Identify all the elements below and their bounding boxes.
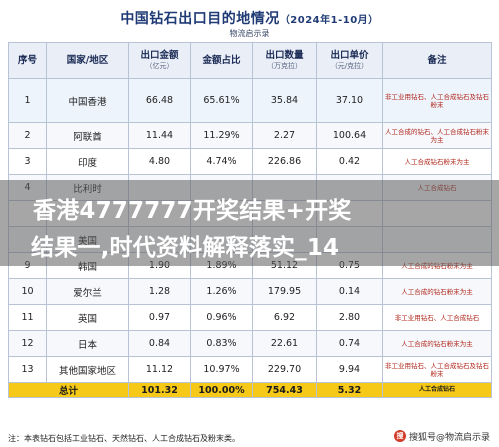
col-header-country: 国家/地区 bbox=[46, 42, 129, 79]
cell-price: 2.80 bbox=[316, 304, 383, 331]
title-text: 中国钻石出口目的地情况 bbox=[120, 11, 280, 27]
cell-share: 4.74% bbox=[190, 148, 253, 175]
cell-share: 10.97% bbox=[190, 356, 253, 383]
col-header-share: 金额占比 bbox=[190, 42, 253, 79]
cell-country: 其他国家地区 bbox=[46, 356, 129, 383]
table-row: 11 英国 0.97 0.96% 6.92 2.80 非工业用钻石、人工合成钻石 bbox=[8, 304, 492, 331]
cell-price: 37.10 bbox=[316, 78, 383, 123]
cell-no: 11 bbox=[8, 304, 47, 331]
cell-qty: 226.86 bbox=[252, 148, 317, 175]
cell-total-label: 总计 bbox=[8, 382, 129, 398]
cell-amount: 11.12 bbox=[128, 356, 191, 383]
cell-no: 1 bbox=[8, 78, 47, 123]
overlay-banner bbox=[0, 180, 499, 266]
cell-country: 阿联酋 bbox=[46, 122, 129, 149]
cell-note: 非工业用钻石、人工合成钻石及钻石粉末 bbox=[382, 356, 492, 383]
table-row: 2 阿联酋 11.44 11.29% 2.27 100.64 人工合成的钻石、人… bbox=[8, 122, 492, 149]
cell-note: 人工合成的钻石、人工合成钻石粉末为主 bbox=[382, 122, 492, 149]
cell-share: 65.61% bbox=[190, 78, 253, 123]
cell-no: 13 bbox=[8, 356, 47, 383]
cell-share: 0.83% bbox=[190, 330, 253, 357]
cell-amount: 0.97 bbox=[128, 304, 191, 331]
col-header-no: 序号 bbox=[8, 42, 47, 79]
cell-no: 3 bbox=[8, 148, 47, 175]
cell-qty: 35.84 bbox=[252, 78, 317, 123]
cell-qty: 2.27 bbox=[252, 122, 317, 149]
banner-headline-line2: 结果一,时代资料解释落实_14 bbox=[31, 235, 340, 261]
cell-total-note: 人工合成钻石 bbox=[382, 382, 492, 398]
cell-price: 9.94 bbox=[316, 356, 383, 383]
watermark: 搜 搜狐号@物流启示录 bbox=[390, 428, 493, 444]
sohu-logo-icon: 搜 bbox=[393, 430, 406, 442]
col-header-price: 出口单价 （元/克拉） bbox=[316, 42, 383, 79]
title-band: 中国钻石出口目的地情况（2024年1-10月） 物流启示录 bbox=[0, 0, 499, 44]
col-header-qty: 出口数量 （万克拉） bbox=[252, 42, 317, 79]
cell-total-amount: 101.32 bbox=[128, 382, 191, 398]
cell-total-qty: 754.43 bbox=[252, 382, 317, 398]
watermark-text: 搜狐号@物流启示录 bbox=[408, 432, 490, 443]
cell-note: 非工业用钻石、人工合成钻石及钻石粉末 bbox=[382, 78, 492, 123]
table-row: 3 印度 4.80 4.74% 226.86 0.42 人工合成钻石粉末为主 bbox=[8, 148, 492, 175]
banner-headline-line1: 香港4777777开奖结果+开奖 bbox=[33, 198, 352, 224]
cell-note: 人工合成的钻石粉末为主 bbox=[382, 278, 492, 305]
table-header-row: 序号 国家/地区 出口金额 （亿元） 金额占比 出口数量 （万克拉） 出口单价 （元/… bbox=[8, 42, 492, 79]
cell-price: 0.14 bbox=[316, 278, 383, 305]
table-row: 10 爱尔兰 1.28 1.26% 179.95 0.14 人工合成的钻石粉末为… bbox=[8, 278, 492, 305]
cell-country: 英国 bbox=[46, 304, 129, 331]
table-row: 12 日本 0.84 0.83% 22.61 0.74 人工合成的钻石粉末为主 bbox=[8, 330, 492, 357]
cell-no: 12 bbox=[8, 330, 47, 357]
cell-qty: 6.92 bbox=[252, 304, 317, 331]
cell-country: 日本 bbox=[46, 330, 129, 357]
cell-country: 印度 bbox=[46, 148, 129, 175]
cell-qty: 179.95 bbox=[252, 278, 317, 305]
cell-note: 人工合成的钻石粉末为主 bbox=[382, 330, 492, 357]
cell-amount: 66.48 bbox=[128, 78, 191, 123]
cell-no: 10 bbox=[8, 278, 47, 305]
table-row: 1 中国香港 66.48 65.61% 35.84 37.10 非工业用钻石、人… bbox=[8, 78, 492, 123]
cell-note: 人工合成钻石粉末为主 bbox=[382, 148, 492, 175]
cell-price: 0.74 bbox=[316, 330, 383, 357]
cell-no: 2 bbox=[8, 122, 47, 149]
cell-amount: 4.80 bbox=[128, 148, 191, 175]
cell-share: 1.26% bbox=[190, 278, 253, 305]
cell-amount: 11.44 bbox=[128, 122, 191, 149]
cell-price: 100.64 bbox=[316, 122, 383, 149]
cell-amount: 0.84 bbox=[128, 330, 191, 357]
title-period: （2024年1-10月） bbox=[279, 15, 379, 26]
col-header-amount: 出口金额 （亿元） bbox=[128, 42, 191, 79]
cell-qty: 22.61 bbox=[252, 330, 317, 357]
cell-note: 非工业用钻石、人工合成钻石 bbox=[382, 304, 492, 331]
table-footnote: 注：本表钻石包括工业钻石、天然钻石、人工合成钻石及粉末类。 bbox=[8, 434, 240, 443]
cell-total-price: 5.32 bbox=[316, 382, 383, 398]
col-header-note: 备注 bbox=[382, 42, 492, 79]
cell-price: 0.42 bbox=[316, 148, 383, 175]
cell-share: 11.29% bbox=[190, 122, 253, 149]
cell-country: 中国香港 bbox=[46, 78, 129, 123]
source-label: 物流启示录 bbox=[229, 29, 270, 38]
cell-share: 0.96% bbox=[190, 304, 253, 331]
table-row: 13 其他国家地区 11.12 10.97% 229.70 9.94 非工业用钻… bbox=[8, 356, 492, 383]
table-total-row: 总计 101.32 100.00% 754.43 5.32 人工合成钻石 bbox=[8, 382, 492, 398]
cell-total-share: 100.00% bbox=[190, 382, 253, 398]
cell-qty: 229.70 bbox=[252, 356, 317, 383]
page-title: 中国钻石出口目的地情况（2024年1-10月） bbox=[0, 8, 499, 28]
cell-amount: 1.28 bbox=[128, 278, 191, 305]
cell-country: 爱尔兰 bbox=[46, 278, 129, 305]
